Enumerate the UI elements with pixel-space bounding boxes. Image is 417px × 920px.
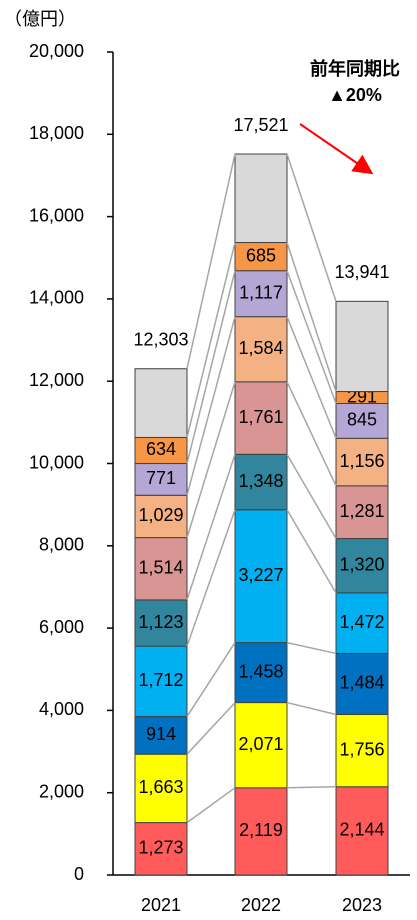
data-label: 2,144 xyxy=(339,820,384,840)
bar-segment xyxy=(234,316,288,383)
annotation: ▲20% xyxy=(328,85,382,105)
bar-segment xyxy=(335,437,389,487)
connector xyxy=(186,316,236,496)
data-label: 1,029 xyxy=(138,505,183,525)
x-tick-label: 2022 xyxy=(241,895,281,915)
bar-segment xyxy=(134,753,188,824)
connector xyxy=(286,641,337,655)
data-label: 1,320 xyxy=(339,554,384,574)
data-label: 1,281 xyxy=(339,501,384,521)
data-label: 771 xyxy=(146,468,176,488)
bar-segment xyxy=(134,716,188,755)
bar-segment xyxy=(234,787,288,876)
y-tick-label: 16,000 xyxy=(29,205,84,225)
data-label: 634 xyxy=(146,439,176,459)
bar-segment xyxy=(335,714,389,788)
bar-segment xyxy=(134,436,188,465)
data-label: 1,761 xyxy=(238,407,283,427)
bar-segment xyxy=(134,645,188,718)
bar-segment xyxy=(335,786,389,876)
data-label: 1,348 xyxy=(238,471,283,491)
bar-segment xyxy=(234,153,288,244)
bar-segment xyxy=(335,538,389,594)
connector xyxy=(286,509,337,594)
y-tick-label: 20,000 xyxy=(29,41,84,61)
data-label: 914 xyxy=(146,724,176,744)
x-tick-label: 2021 xyxy=(141,895,181,915)
connector xyxy=(186,242,236,438)
connector xyxy=(186,509,236,647)
connector xyxy=(186,381,236,538)
y-tick-label: 0 xyxy=(74,864,84,884)
bar-segment xyxy=(134,599,188,647)
bar-segment xyxy=(234,381,288,455)
connector xyxy=(286,153,337,302)
bar-segment xyxy=(335,652,389,716)
connector xyxy=(286,381,337,487)
connector xyxy=(186,702,236,755)
connector xyxy=(286,453,337,539)
arrow xyxy=(299,123,374,175)
data-label: 1,712 xyxy=(138,670,183,690)
annotation: 前年同期比 xyxy=(310,58,400,79)
data-label: 1,584 xyxy=(238,338,283,358)
data-label: 1,472 xyxy=(339,612,384,632)
connector xyxy=(286,786,337,789)
data-label: 2,119 xyxy=(239,820,283,840)
y-tick-label: 2,000 xyxy=(39,781,84,801)
bar-segment xyxy=(335,592,389,654)
data-label: 1,156 xyxy=(339,451,384,471)
connector xyxy=(286,270,337,404)
bar-segment xyxy=(335,485,389,540)
connector xyxy=(186,787,236,824)
bar-segment xyxy=(335,300,389,393)
data-label: 845 xyxy=(347,410,377,430)
connector xyxy=(186,642,236,717)
data-label: 1,117 xyxy=(239,282,283,302)
data-label: 1,458 xyxy=(238,661,283,681)
bar-segment xyxy=(234,453,288,511)
total-label: 13,941 xyxy=(334,262,389,282)
data-label: 1,273 xyxy=(138,838,183,858)
total-label: 12,303 xyxy=(133,329,188,349)
data-label: 1,756 xyxy=(339,739,384,759)
bar-segment xyxy=(234,642,288,704)
y-axis-label: （億円） xyxy=(4,9,76,29)
y-tick-label: 12,000 xyxy=(29,370,84,390)
data-label: 2,071 xyxy=(238,734,283,754)
data-label: 1,663 xyxy=(138,777,183,797)
bar-segment xyxy=(134,537,188,601)
bar-segment xyxy=(134,368,188,438)
data-label: 1,123 xyxy=(138,612,183,632)
x-tick-label: 2023 xyxy=(342,895,382,915)
connector xyxy=(286,242,337,392)
data-label: 1,514 xyxy=(138,558,183,578)
bar-segment xyxy=(134,463,188,496)
bar-segment xyxy=(335,403,389,439)
bar-segment xyxy=(234,702,288,789)
y-tick-label: 10,000 xyxy=(29,452,84,472)
y-tick-label: 18,000 xyxy=(29,123,84,143)
connector xyxy=(186,454,236,601)
data-label: 685 xyxy=(246,245,276,265)
y-tick-label: 8,000 xyxy=(39,535,84,555)
bar-segment xyxy=(234,270,288,318)
connector xyxy=(186,270,236,464)
connector xyxy=(286,316,337,439)
y-tick-label: 6,000 xyxy=(39,617,84,637)
total-label: 17,521 xyxy=(233,115,288,135)
bar-segment xyxy=(134,822,188,876)
connector xyxy=(286,701,337,716)
data-label: 3,227 xyxy=(238,565,283,585)
data-label: 1,484 xyxy=(339,673,384,693)
y-tick-label: 4,000 xyxy=(39,699,84,719)
bar-segment xyxy=(234,242,288,272)
connector xyxy=(186,153,236,369)
y-tick-label: 14,000 xyxy=(29,288,84,308)
